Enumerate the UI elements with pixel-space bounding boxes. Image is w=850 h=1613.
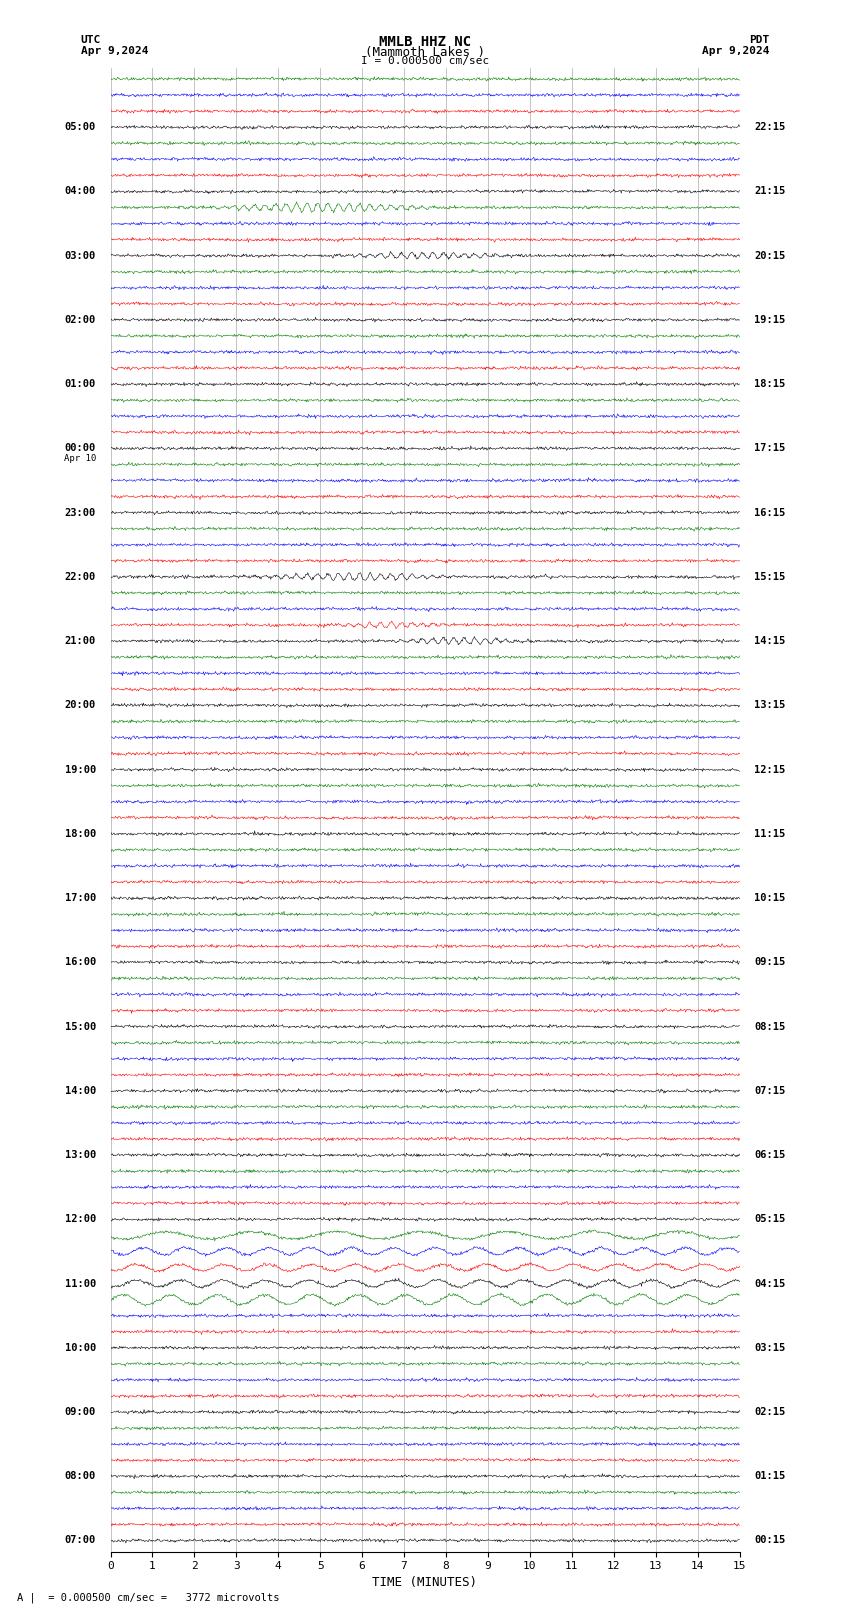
Text: 14:00: 14:00 xyxy=(65,1086,96,1095)
Text: 14:15: 14:15 xyxy=(754,636,785,647)
Text: Apr 9,2024: Apr 9,2024 xyxy=(81,45,148,56)
Text: 20:00: 20:00 xyxy=(65,700,96,710)
Text: 21:15: 21:15 xyxy=(754,187,785,197)
Text: Apr 9,2024: Apr 9,2024 xyxy=(702,45,769,56)
Text: 20:15: 20:15 xyxy=(754,250,785,261)
Text: 03:00: 03:00 xyxy=(65,250,96,261)
Text: 07:15: 07:15 xyxy=(754,1086,785,1095)
Text: 16:00: 16:00 xyxy=(65,957,96,968)
Text: 19:15: 19:15 xyxy=(754,315,785,324)
Text: 10:15: 10:15 xyxy=(754,894,785,903)
Text: 23:00: 23:00 xyxy=(65,508,96,518)
Text: MMLB HHZ NC: MMLB HHZ NC xyxy=(379,35,471,50)
Text: 15:00: 15:00 xyxy=(65,1021,96,1032)
Text: 21:00: 21:00 xyxy=(65,636,96,647)
Text: 13:00: 13:00 xyxy=(65,1150,96,1160)
Text: 11:00: 11:00 xyxy=(65,1279,96,1289)
X-axis label: TIME (MINUTES): TIME (MINUTES) xyxy=(372,1576,478,1589)
Text: 08:00: 08:00 xyxy=(65,1471,96,1481)
Text: 02:00: 02:00 xyxy=(65,315,96,324)
Text: 07:00: 07:00 xyxy=(65,1536,96,1545)
Text: 18:15: 18:15 xyxy=(754,379,785,389)
Text: 00:15: 00:15 xyxy=(754,1536,785,1545)
Text: 05:15: 05:15 xyxy=(754,1215,785,1224)
Text: 22:00: 22:00 xyxy=(65,573,96,582)
Text: 15:15: 15:15 xyxy=(754,573,785,582)
Text: 18:00: 18:00 xyxy=(65,829,96,839)
Text: 09:00: 09:00 xyxy=(65,1407,96,1416)
Text: 12:15: 12:15 xyxy=(754,765,785,774)
Text: 13:15: 13:15 xyxy=(754,700,785,710)
Text: 19:00: 19:00 xyxy=(65,765,96,774)
Text: (Mammoth Lakes ): (Mammoth Lakes ) xyxy=(365,45,485,60)
Text: PDT: PDT xyxy=(749,35,769,45)
Text: A |  = 0.000500 cm/sec =   3772 microvolts: A | = 0.000500 cm/sec = 3772 microvolts xyxy=(17,1592,280,1603)
Text: 16:15: 16:15 xyxy=(754,508,785,518)
Text: 05:00: 05:00 xyxy=(65,123,96,132)
Text: 01:15: 01:15 xyxy=(754,1471,785,1481)
Text: I = 0.000500 cm/sec: I = 0.000500 cm/sec xyxy=(361,56,489,66)
Text: 11:15: 11:15 xyxy=(754,829,785,839)
Text: 04:15: 04:15 xyxy=(754,1279,785,1289)
Text: 03:15: 03:15 xyxy=(754,1342,785,1353)
Text: 22:15: 22:15 xyxy=(754,123,785,132)
Text: 12:00: 12:00 xyxy=(65,1215,96,1224)
Text: 06:15: 06:15 xyxy=(754,1150,785,1160)
Text: Apr 10: Apr 10 xyxy=(64,455,96,463)
Text: UTC: UTC xyxy=(81,35,101,45)
Text: 04:00: 04:00 xyxy=(65,187,96,197)
Text: 08:15: 08:15 xyxy=(754,1021,785,1032)
Text: 01:00: 01:00 xyxy=(65,379,96,389)
Text: 00:00: 00:00 xyxy=(65,444,96,453)
Text: 10:00: 10:00 xyxy=(65,1342,96,1353)
Text: 17:15: 17:15 xyxy=(754,444,785,453)
Text: 17:00: 17:00 xyxy=(65,894,96,903)
Text: 02:15: 02:15 xyxy=(754,1407,785,1416)
Text: 09:15: 09:15 xyxy=(754,957,785,968)
